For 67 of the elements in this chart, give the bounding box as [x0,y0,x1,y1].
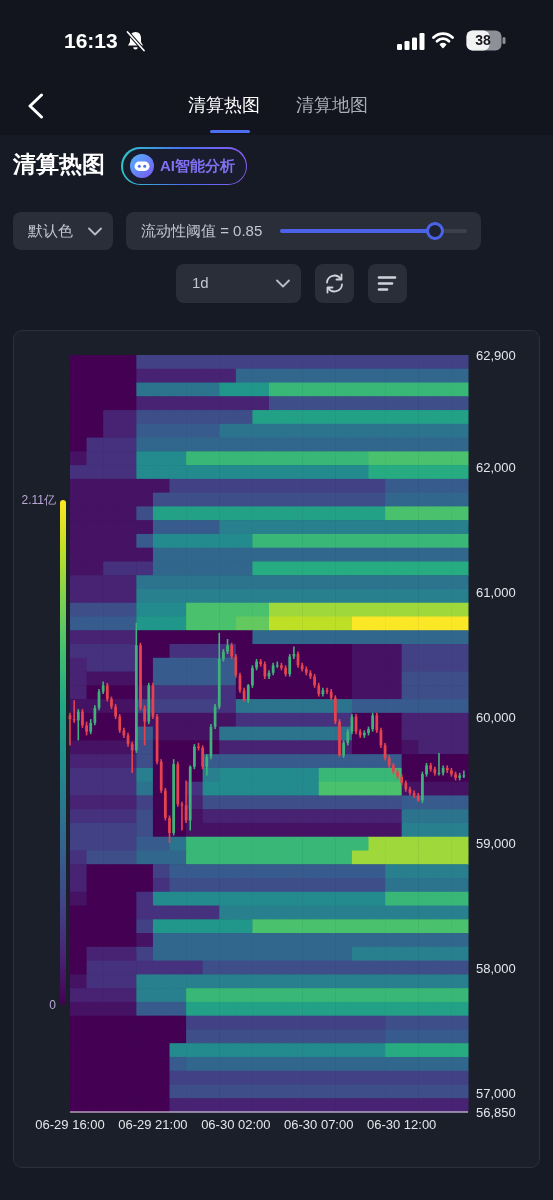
x-tick-label: 06-30 07:00 [284,1117,354,1133]
candlestick [234,653,238,679]
candlestick [333,694,337,725]
candlestick [130,740,134,774]
candlestick [371,712,375,733]
candlestick [143,704,146,747]
candlestick [205,753,209,777]
candlestick [163,787,167,822]
candlestick [309,669,312,680]
text: 38 [475,32,491,48]
candlestick [201,744,205,770]
color-bar-label: 2.11亿 [21,493,56,507]
candlestick [342,739,345,759]
candlestick [76,708,80,742]
candlestick [462,769,466,779]
text: 16:13 [64,29,118,52]
candlestick [226,638,229,655]
candlestick [275,660,279,669]
candlestick [338,718,341,758]
candlestick [425,762,428,778]
text: 默认色 [28,222,73,239]
text: 清算热图 [188,95,260,115]
candlestick [251,664,254,689]
candlestick [118,713,122,734]
candlestick [105,682,109,703]
candlestick [313,673,316,689]
x-tick-label: 06-30 02:00 [201,1117,271,1133]
candlestick [72,699,76,724]
candlestick [114,703,117,720]
candlestick [172,758,176,837]
candlestick [222,648,225,663]
y-tick-label: 60,000 [476,710,516,726]
candlestick [375,712,379,734]
candlestick [367,725,370,737]
candlestick [81,708,84,729]
candlestick [110,695,113,710]
y-tick-label: 58,000 [476,960,516,976]
y-tick-label: 59,000 [476,835,516,851]
x-tick-label: 06-29 21:00 [118,1117,188,1133]
color-bar-label: 0 [49,998,56,1012]
candlestick [396,768,399,780]
x-tick-label: 06-29 16:00 [35,1117,105,1133]
text: 流动性阈值 = 0.85 [141,222,263,239]
candlestick [255,658,258,672]
y-tick-label: 62,000 [476,460,516,476]
x-tick-label: 06-30 12:00 [366,1117,437,1133]
candlestick [454,770,457,782]
candlestick [288,653,292,678]
y-tick-label: 62,900 [476,347,516,363]
candlestick [246,683,250,704]
y-tick-label: 56,850 [476,1104,516,1120]
candlestick [197,742,200,752]
candlestick [193,743,196,770]
candlestick [392,762,395,775]
candlestick [280,662,283,672]
chart-title: 清算热图 [13,151,105,177]
candlestick [168,814,171,844]
candlestick [85,720,88,737]
text: 清算地图 [296,95,368,115]
candlestick [139,641,142,712]
text: AI智能分析 [160,157,235,174]
y-tick-label: 57,000 [476,1085,516,1101]
text: 1d [192,274,209,291]
candlestick [284,664,287,678]
candlestick [421,770,424,804]
candlestick [450,767,453,778]
y-tick-label: 61,000 [476,585,516,601]
